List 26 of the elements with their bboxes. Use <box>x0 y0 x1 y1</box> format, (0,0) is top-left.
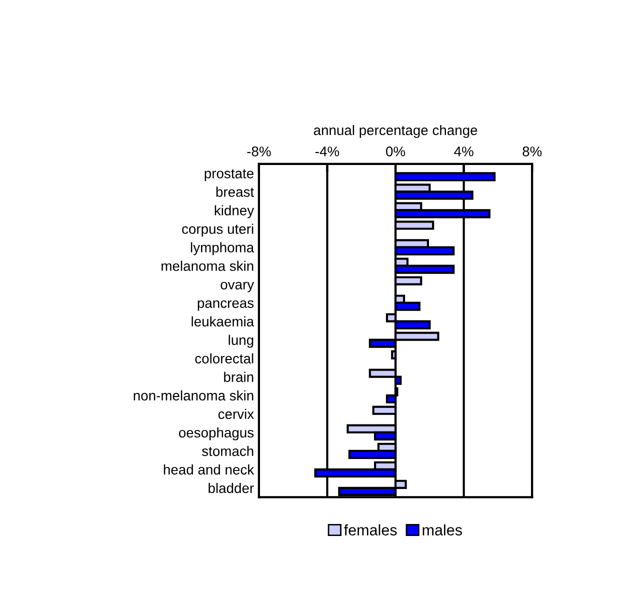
y-tick-label: lung <box>228 334 254 348</box>
x-axis-title: annual percentage change <box>314 124 478 138</box>
y-tick-label: kidney <box>214 205 254 218</box>
y-tick-label: corpus uteri <box>182 224 254 237</box>
legend-label: females <box>344 524 397 536</box>
x-tick-label: 8% <box>522 146 542 156</box>
y-tick-label: prostate <box>204 169 254 182</box>
y-tick-label: non-melanoma skin <box>134 390 254 401</box>
y-tick-label: brain <box>224 372 254 382</box>
y-tick-label: head and neck <box>164 464 254 475</box>
y-tick-label: melanoma skin <box>162 260 254 271</box>
x-tick-label: 4% <box>454 146 474 156</box>
y-tick-label: lymphoma <box>190 242 254 256</box>
x-tick-label: -4% <box>316 146 340 156</box>
y-tick-label: colorectal <box>195 353 254 364</box>
y-tick-label: breast <box>216 186 254 197</box>
y-tick-label: leukaemia <box>192 316 254 326</box>
y-tick-label: stomach <box>202 446 254 456</box>
y-tick-label: oesophagus <box>178 427 254 440</box>
y-tick-label: ovary <box>220 282 254 292</box>
y-tick-label: cervix <box>218 408 254 420</box>
y-tick-label: bladder <box>208 482 254 494</box>
x-tick-label: 0% <box>386 146 406 156</box>
y-tick-label: pancreas <box>198 300 254 311</box>
x-tick-label: -8% <box>247 146 271 156</box>
legend-label: males <box>422 524 462 536</box>
